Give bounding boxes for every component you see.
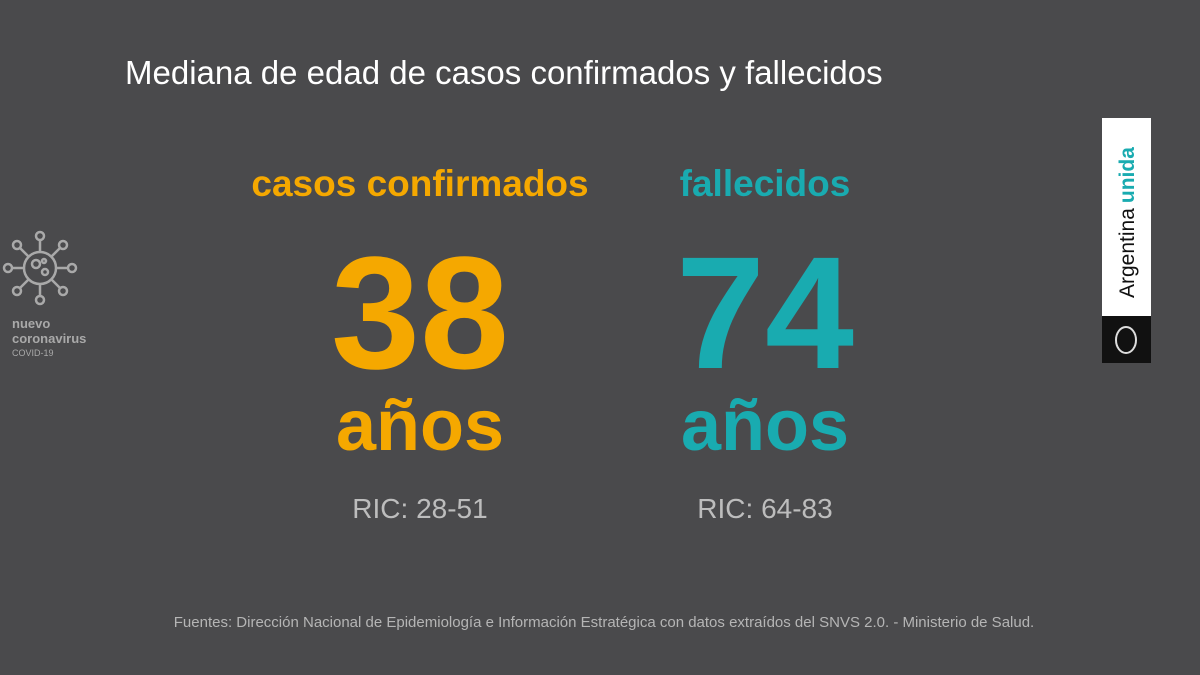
- badge-word: unida: [1116, 147, 1139, 203]
- source: Fuentes: Dirección Nacional de Epidemiol…: [174, 614, 1034, 631]
- logo-text: nuevo: [12, 316, 50, 331]
- stat-value: 38: [331, 223, 509, 402]
- emblem: [1115, 326, 1137, 354]
- stat-unit: años: [336, 386, 504, 466]
- stat-label: fallecidos: [680, 163, 851, 204]
- stat-value: 74: [676, 223, 854, 402]
- stat-range: RIC: 64-83: [697, 493, 832, 524]
- title: Mediana de edad de casos confirmados y f…: [125, 54, 883, 91]
- virus-icon: [2, 230, 78, 306]
- badge-text: Argentina unida: [1116, 147, 1139, 298]
- logo-subtext: COVID-19: [12, 348, 54, 358]
- logo-text: coronavirus: [12, 331, 86, 346]
- badge-emblem-box: [1102, 316, 1151, 363]
- badge: Argentina unida: [1102, 118, 1151, 363]
- stat-range: RIC: 28-51: [352, 493, 487, 524]
- stat-unit: años: [681, 386, 849, 466]
- badge-box: [1102, 118, 1151, 316]
- stat-label: casos confirmados: [251, 163, 588, 204]
- badge-word: Argentina: [1116, 208, 1139, 298]
